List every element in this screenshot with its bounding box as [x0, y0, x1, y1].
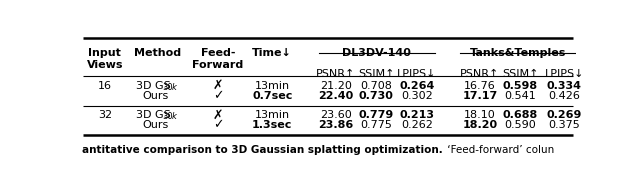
Text: 0.708: 0.708 [360, 81, 392, 91]
Text: ✓: ✓ [212, 118, 223, 131]
Text: 30: 30 [162, 83, 173, 92]
Text: 0.375: 0.375 [548, 120, 580, 130]
Text: ✗: ✗ [212, 108, 223, 121]
Text: 18.10: 18.10 [464, 110, 496, 120]
Text: Ours: Ours [142, 91, 168, 101]
Text: DL3DV-140: DL3DV-140 [342, 48, 412, 58]
Text: 21.20: 21.20 [320, 81, 352, 91]
Text: Feed-
Forward: Feed- Forward [193, 48, 244, 70]
Text: 13min: 13min [255, 110, 290, 120]
Text: 0.541: 0.541 [504, 91, 536, 101]
Text: 0.779: 0.779 [358, 110, 394, 120]
Text: 0.334: 0.334 [547, 81, 582, 91]
Text: 30: 30 [162, 112, 173, 121]
Text: 16: 16 [98, 81, 112, 91]
Text: 0.426: 0.426 [548, 91, 580, 101]
Text: 23.60: 23.60 [320, 110, 351, 120]
Text: LPIPS↓: LPIPS↓ [397, 69, 437, 79]
Text: 0.213: 0.213 [399, 110, 435, 120]
Text: 32: 32 [98, 110, 112, 120]
Text: 22.40: 22.40 [318, 91, 353, 101]
Text: 3D GS: 3D GS [136, 81, 170, 91]
Text: SSIM↑: SSIM↑ [358, 69, 394, 79]
Text: LPIPS↓: LPIPS↓ [545, 69, 584, 79]
Text: antitative comparison to 3D Gaussian splatting optimization.: antitative comparison to 3D Gaussian spl… [81, 145, 442, 155]
Text: SSIM↑: SSIM↑ [502, 69, 538, 79]
Text: 0.775: 0.775 [360, 120, 392, 130]
Text: 0.598: 0.598 [502, 81, 538, 91]
Text: 1.3sec: 1.3sec [252, 120, 292, 130]
Text: 16.76: 16.76 [464, 81, 496, 91]
Text: PSNR↑: PSNR↑ [460, 69, 500, 79]
Text: Time↓: Time↓ [252, 48, 292, 58]
Text: 23.86: 23.86 [318, 120, 353, 130]
Text: 17.17: 17.17 [462, 91, 497, 101]
Text: k: k [172, 83, 177, 92]
Text: 0.688: 0.688 [502, 110, 538, 120]
Text: 18.20: 18.20 [462, 120, 497, 130]
Text: Ours: Ours [142, 120, 168, 130]
Text: 0.730: 0.730 [358, 91, 394, 101]
Text: ✗: ✗ [212, 79, 223, 92]
Text: 13min: 13min [255, 81, 290, 91]
Text: k: k [172, 112, 177, 121]
Text: Input
Views: Input Views [86, 48, 123, 70]
Text: PSNR↑: PSNR↑ [316, 69, 355, 79]
Text: 0.7sec: 0.7sec [252, 91, 292, 101]
Text: 0.269: 0.269 [547, 110, 582, 120]
Text: 0.590: 0.590 [504, 120, 536, 130]
Text: 0.302: 0.302 [401, 91, 433, 101]
Text: ✓: ✓ [212, 89, 223, 102]
Text: Method: Method [134, 48, 181, 58]
Text: 3D GS: 3D GS [136, 110, 170, 120]
Text: Tanks&Temples: Tanks&Temples [470, 48, 566, 58]
Text: ‘Feed-forward’ colun: ‘Feed-forward’ colun [444, 145, 554, 155]
Text: 0.262: 0.262 [401, 120, 433, 130]
Text: 0.264: 0.264 [399, 81, 435, 91]
